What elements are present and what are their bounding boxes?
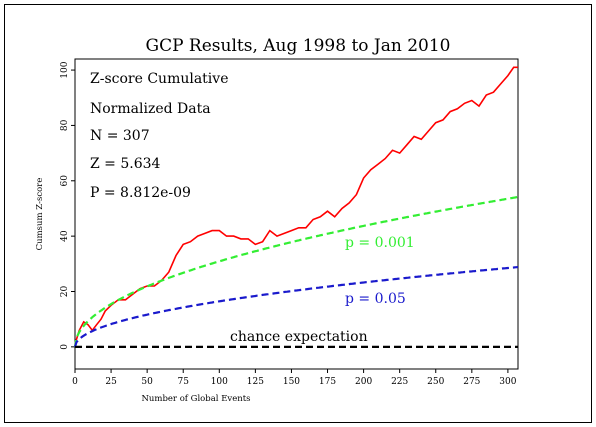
label-chance: chance expectation [230,329,368,345]
x-tick-label: 200 [355,377,372,387]
outer-border [4,4,592,423]
y-tick-label: 100 [60,61,70,78]
chart-title: GCP Results, Aug 1998 to Jan 2010 [146,36,451,56]
annotation-n: N = 307 [90,128,150,144]
x-axis-label: Number of Global Events [141,394,250,404]
y-tick-label: 60 [60,175,70,187]
y-tick-label: 80 [60,119,70,131]
significance-curve [73,266,519,348]
label-p-05: p = 0.05 [345,291,406,307]
x-tick-label: 0 [72,377,78,387]
x-tick-label: 175 [319,377,336,387]
x-tick-label: 300 [499,377,516,387]
x-tick-label: 225 [391,377,408,387]
significance-curve [73,195,519,348]
y-axis-label: Cumsum Z-score [35,178,45,251]
y-tick-label: 0 [60,344,70,350]
x-tick-label: 100 [211,377,228,387]
annotation-normalized: Normalized Data [90,101,211,117]
x-tick-label: 75 [177,377,189,387]
label-p-001: p = 0.001 [345,235,415,251]
annotation-method: Z-score Cumulative [90,71,228,87]
cumulative-zscore-line [74,66,518,345]
plot-area-frame [74,58,519,370]
x-tick-label: 150 [283,377,300,387]
x-tick-label: 25 [105,377,117,387]
x-tick-label: 50 [141,377,153,387]
x-tick-label: 125 [247,377,264,387]
x-tick-label: 250 [427,377,444,387]
x-tick-label: 275 [463,377,480,387]
annotation-z: Z = 5.634 [90,156,161,172]
annotation-p: P = 8.812e-09 [90,185,191,201]
y-tick-label: 40 [60,230,70,242]
y-tick-label: 20 [60,286,70,298]
